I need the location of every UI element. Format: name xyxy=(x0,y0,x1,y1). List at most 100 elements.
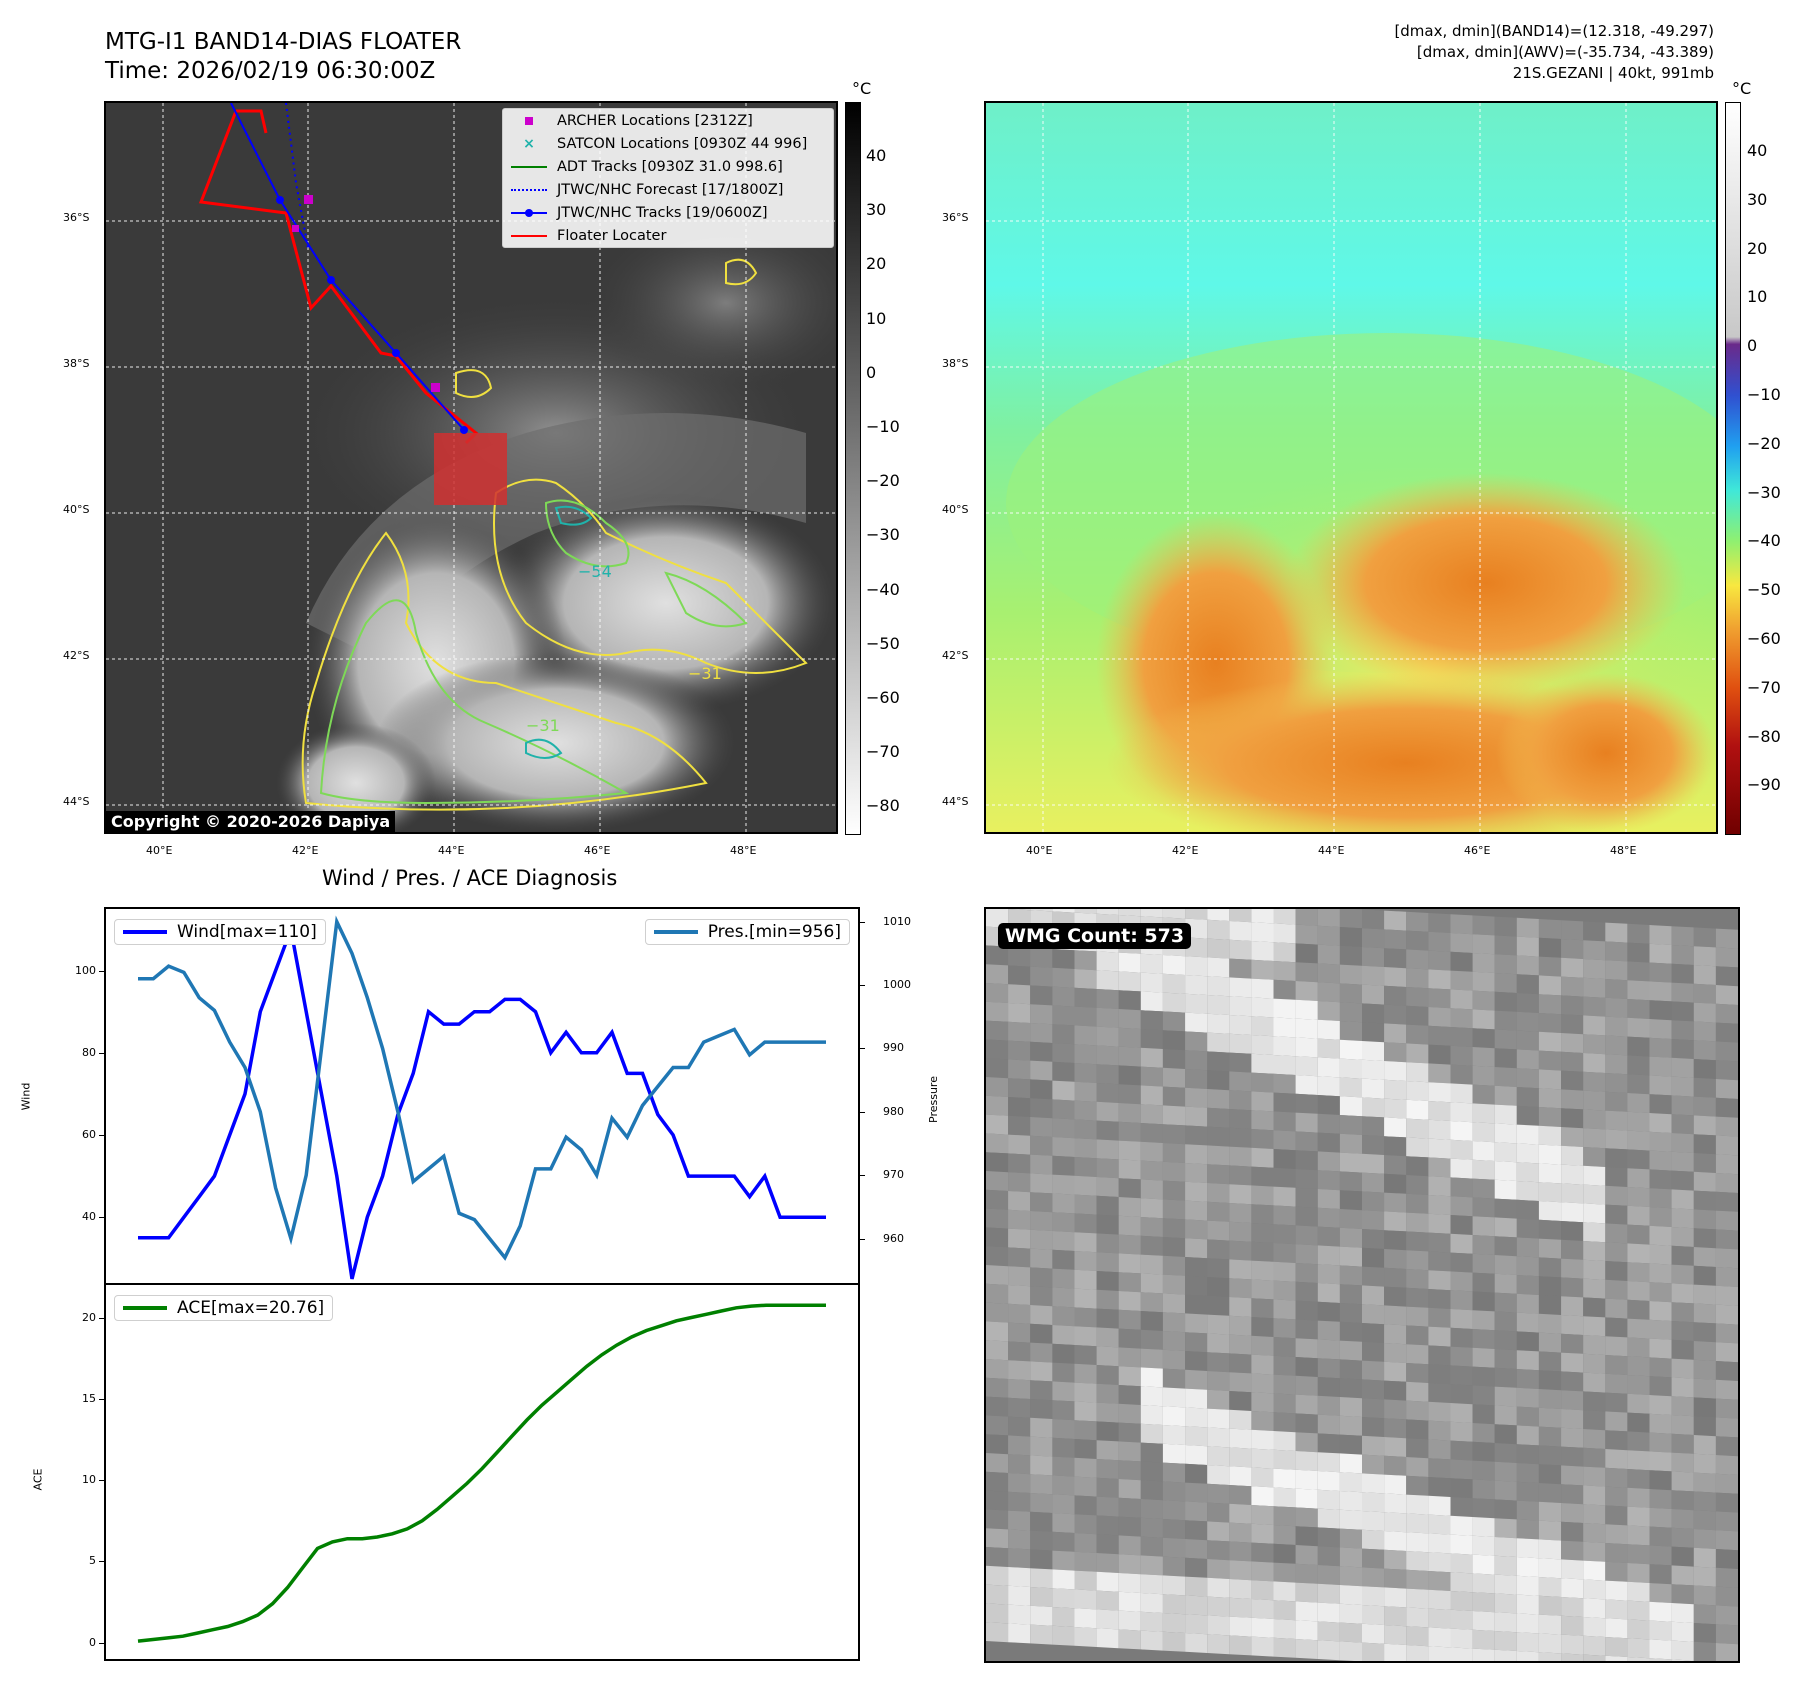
wmg-cell xyxy=(1140,1123,1163,1143)
wmg-cell xyxy=(1583,1316,1606,1337)
wmg-cell xyxy=(1339,1284,1362,1305)
left-colorbar-tick-7: −30 xyxy=(866,525,900,545)
pressure-tick-5: 1010 xyxy=(883,914,911,928)
wmg-cell xyxy=(1030,1399,1053,1419)
wmg-cell xyxy=(1317,1546,1340,1567)
wmg-cell xyxy=(1052,1607,1075,1627)
wmg-cell xyxy=(986,1133,1009,1154)
wmg-cell xyxy=(1185,1633,1208,1653)
wmg-cell xyxy=(1317,1264,1340,1285)
wmg-cell xyxy=(1561,1409,1584,1429)
wmg-cell xyxy=(1030,966,1053,987)
wmg-cell xyxy=(1583,1222,1606,1243)
right-colorbar-tick-1: 30 xyxy=(1747,189,1768,209)
wmg-cell xyxy=(1362,1605,1385,1625)
wmg-cell xyxy=(1185,1557,1208,1578)
wmg-cell xyxy=(1583,940,1606,961)
left-colorbar-tick-10: −60 xyxy=(866,688,900,707)
wmg-cell xyxy=(1627,980,1650,1001)
wmg-cell xyxy=(1030,1117,1053,1137)
wmg-cell xyxy=(986,1171,1009,1191)
wmg-cell xyxy=(1450,1177,1473,1198)
wmg-cell xyxy=(1229,1203,1252,1223)
wmg-cell xyxy=(1715,985,1738,1005)
wmg-cell xyxy=(1561,920,1584,941)
wmg-cell xyxy=(1693,1303,1716,1324)
wmg-cell xyxy=(1671,1020,1694,1041)
wmg-cell xyxy=(1339,1472,1362,1493)
wmg-cell xyxy=(1096,1064,1119,1085)
wmg-cell xyxy=(1649,1037,1672,1058)
wmg-cell xyxy=(1583,1353,1606,1374)
wmg-cell xyxy=(1074,1627,1097,1647)
wmg-cell xyxy=(1627,1262,1650,1283)
wmg-cell xyxy=(1362,947,1385,967)
wmg-cell xyxy=(1339,1585,1362,1605)
wmg-cell xyxy=(1273,1449,1296,1470)
wmg-cell xyxy=(1384,1098,1407,1119)
wmg-cell xyxy=(1030,1004,1053,1025)
wmg-cell xyxy=(1472,990,1495,1011)
wmg-cell xyxy=(1450,1591,1473,1611)
wmg-cell xyxy=(1096,1271,1119,1291)
wmg-cell xyxy=(1583,1128,1606,1149)
wmg-cell xyxy=(1715,1041,1738,1062)
wmg-cell xyxy=(1627,1657,1650,1661)
wmg-cell xyxy=(1538,919,1562,939)
wmg-cell xyxy=(1494,1349,1517,1369)
wmg-cell xyxy=(1450,1478,1473,1499)
wmg-cell xyxy=(1561,1597,1584,1617)
wmg-cell xyxy=(1538,1295,1562,1315)
wmg-cell xyxy=(1384,1117,1407,1138)
wmg-cell xyxy=(1185,1407,1208,1428)
wmg-cell xyxy=(1494,1612,1517,1633)
wmg-cell xyxy=(1516,936,1539,957)
wmg-cell xyxy=(1251,1110,1274,1131)
wmg-cell xyxy=(1583,1015,1606,1036)
wmg-cell xyxy=(1583,1635,1606,1656)
wmg-cell xyxy=(1074,1006,1097,1027)
wmg-cell xyxy=(1605,1110,1628,1131)
wmg-cell xyxy=(1538,1520,1562,1541)
wmg-cell xyxy=(1693,1341,1716,1361)
wmg-cell xyxy=(1074,1119,1097,1140)
wmg-cell xyxy=(986,1471,1009,1492)
wmg-cell xyxy=(1140,1160,1163,1181)
wmg-cell xyxy=(1140,1085,1163,1106)
wmg-cell xyxy=(986,1246,1009,1267)
wmg-cell xyxy=(1162,1631,1186,1652)
wmg-cell xyxy=(1384,1512,1407,1533)
wmg-cell xyxy=(1538,1407,1562,1428)
wmg-cell xyxy=(1008,1397,1031,1418)
wmg-cell xyxy=(1251,1411,1274,1431)
wmg-cell xyxy=(1118,990,1141,1011)
wmg-cell xyxy=(1207,1239,1230,1260)
wmg-cell xyxy=(1406,1475,1429,1496)
wmg-cell xyxy=(1561,1164,1584,1185)
wmg-cell xyxy=(1140,1536,1163,1557)
wmg-cell xyxy=(1428,1289,1451,1309)
wmg-cell xyxy=(1472,1178,1495,1199)
wmg-cell xyxy=(1140,1273,1163,1294)
wmg-cell xyxy=(1008,1021,1031,1042)
wmg-cell xyxy=(1317,1489,1340,1510)
wmg-cell xyxy=(1428,1063,1451,1084)
wmg-cell xyxy=(1693,1284,1716,1305)
wmg-cell xyxy=(1516,917,1539,938)
wmg-cell xyxy=(986,1058,1009,1079)
wmg-cell xyxy=(1538,1501,1562,1522)
wmg-cell xyxy=(1317,1301,1340,1322)
wmg-cell xyxy=(1052,1099,1075,1120)
wmg-cell xyxy=(1516,1444,1539,1465)
wmg-cell xyxy=(1472,1423,1495,1443)
wmg-cell xyxy=(1317,1283,1340,1303)
wmg-cell xyxy=(1185,1501,1208,1522)
wmg-cell xyxy=(1185,1087,1208,1108)
wmg-cell xyxy=(1538,1426,1562,1447)
wmg-cell xyxy=(1008,1191,1031,1211)
wmg-cell xyxy=(1384,1004,1407,1025)
wmg-cell xyxy=(1118,971,1141,992)
wmg-cell xyxy=(1649,1658,1672,1661)
wmg-cell xyxy=(1450,1271,1473,1292)
right-colorbar-tick-3: 10 xyxy=(1747,287,1768,307)
